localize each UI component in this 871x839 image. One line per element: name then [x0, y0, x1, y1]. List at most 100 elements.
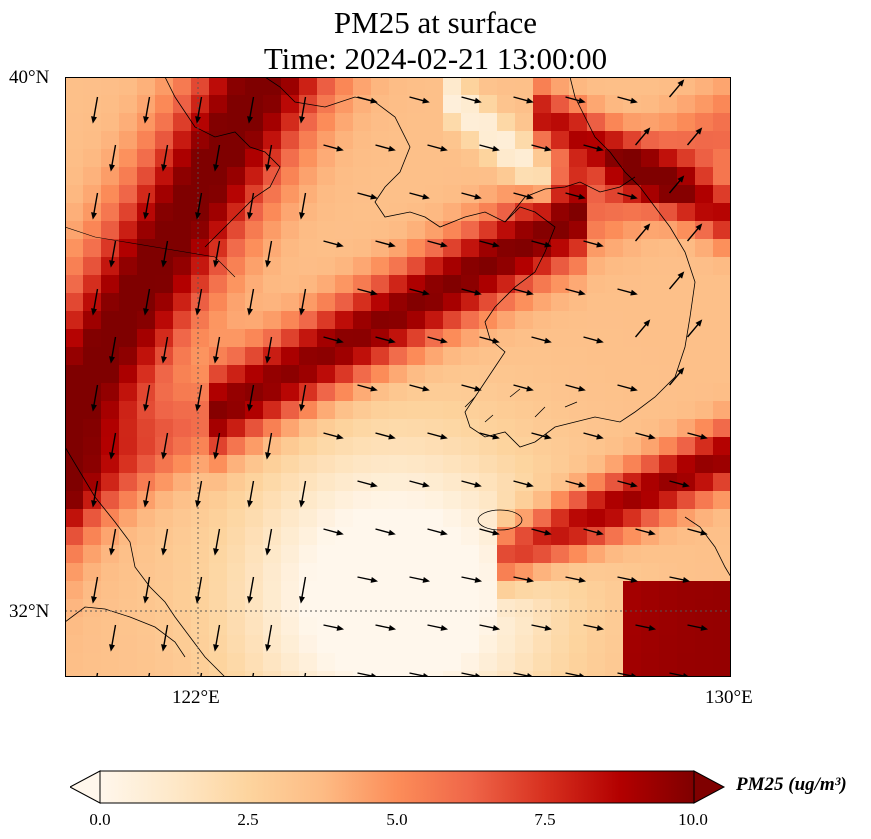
pm25-cell	[137, 77, 156, 96]
pm25-cell	[677, 257, 696, 276]
pm25-cell	[263, 455, 282, 474]
pm25-cell	[209, 95, 228, 114]
pm25-cell	[335, 671, 354, 677]
pm25-cell	[695, 599, 714, 618]
pm25-cell	[659, 419, 678, 438]
pm25-cell	[101, 491, 120, 510]
pm25-cell	[713, 437, 731, 456]
pm25-cell	[659, 527, 678, 546]
pm25-cell	[389, 581, 408, 600]
pm25-cell	[497, 437, 516, 456]
wind-vector-head	[677, 175, 685, 183]
wind-vector	[110, 432, 117, 457]
pm25-cell	[551, 131, 570, 150]
pm25-cell	[659, 509, 678, 528]
pm25-cell	[641, 77, 660, 96]
pm25-cell	[353, 617, 372, 636]
pm25-cell	[371, 221, 390, 240]
pm25-cell	[587, 311, 606, 330]
pm25-cell	[533, 185, 552, 204]
pm25-cell	[407, 599, 426, 618]
pm25-cell	[551, 239, 570, 258]
pm25-cell	[605, 275, 624, 294]
pm25-cell	[353, 509, 372, 528]
pm25-cell	[515, 671, 534, 677]
pm25-cell	[83, 383, 102, 402]
pm25-cell	[641, 275, 660, 294]
pm25-cell	[461, 77, 480, 96]
pm25-cell	[677, 419, 696, 438]
pm25-cell	[299, 545, 318, 564]
wind-vector-head	[700, 624, 709, 631]
pm25-cell	[713, 671, 731, 677]
wind-vector-head	[630, 385, 638, 392]
pm25-cell	[461, 635, 480, 654]
pm25-cell	[623, 617, 642, 636]
pm25-cell	[515, 149, 534, 168]
wind-vector-head	[578, 672, 586, 677]
pm25-cell	[443, 617, 462, 636]
pm25-cell	[497, 329, 516, 348]
pm25-cell	[317, 113, 336, 132]
pm25-cell	[389, 131, 408, 150]
pm25-cell	[605, 77, 624, 96]
pm25-cell	[605, 419, 624, 438]
pm25-cell	[173, 491, 192, 510]
pm25-cell	[479, 653, 498, 672]
pm25-cell	[407, 239, 426, 258]
pm25-cell	[335, 635, 354, 654]
pm25-cell	[299, 275, 318, 294]
pm25-cell	[227, 185, 246, 204]
pm25-cell	[155, 365, 174, 384]
pm25-cell	[677, 635, 696, 654]
pm25-cell	[155, 563, 174, 582]
pm25-cell	[389, 365, 408, 384]
pm25-cell	[587, 329, 606, 348]
wind-vector-head	[195, 404, 201, 412]
pm25-cell	[317, 77, 336, 96]
pm25-cell	[461, 113, 480, 132]
pm25-cell	[191, 239, 210, 258]
pm25-cell	[83, 293, 102, 312]
pm25-cell	[155, 383, 174, 402]
pm25-cell	[119, 473, 138, 492]
pm25-cell	[137, 329, 156, 348]
pm25-cell	[641, 221, 660, 240]
pm25-cell	[515, 329, 534, 348]
pm25-cell	[407, 545, 426, 564]
pm25-cell	[443, 167, 462, 186]
pm25-cell	[263, 113, 282, 132]
pm25-cell	[173, 311, 192, 330]
wind-vector-head	[299, 308, 305, 316]
pm25-cell	[65, 635, 84, 654]
pm25-cell	[317, 257, 336, 276]
wind-vector-head	[677, 79, 685, 87]
pm25-cell	[641, 239, 660, 258]
pm25-cell	[479, 599, 498, 618]
pm25-cell	[353, 635, 372, 654]
pm25-cell	[677, 383, 696, 402]
pm25-cell	[551, 347, 570, 366]
pm25-cell	[119, 167, 138, 186]
pm25-cell	[659, 221, 678, 240]
pm25-cell	[263, 221, 282, 240]
pm25-cell	[191, 617, 210, 636]
pm25-cell	[281, 365, 300, 384]
pm25-cell	[497, 77, 516, 96]
pm25-cell	[353, 131, 372, 150]
pm25-cell	[389, 95, 408, 114]
pm25-cell	[677, 95, 696, 114]
pm25-cell	[263, 239, 282, 258]
pm25-cell	[83, 167, 102, 186]
pm25-cell	[443, 311, 462, 330]
gridline-layer	[65, 77, 731, 677]
pm25-cell	[713, 329, 731, 348]
pm25-cell	[281, 437, 300, 456]
pm25-cell	[101, 239, 120, 258]
pm25-cell	[623, 653, 642, 672]
pm25-cell	[533, 473, 552, 492]
pm25-cell	[65, 581, 84, 600]
pm25-cell	[335, 257, 354, 276]
pm25-cell	[335, 95, 354, 114]
wind-vector-head	[336, 145, 344, 152]
